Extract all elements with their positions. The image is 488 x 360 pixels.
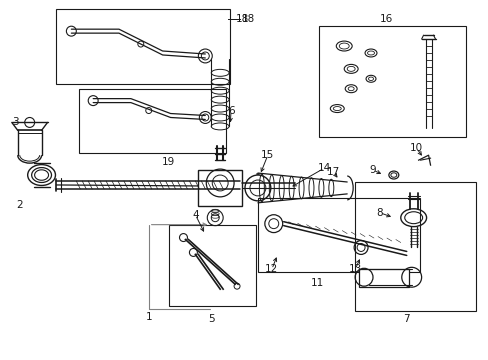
Text: 8: 8 xyxy=(376,208,383,218)
Text: 9: 9 xyxy=(369,165,376,175)
Text: 18: 18 xyxy=(242,14,255,24)
Text: 13: 13 xyxy=(348,264,361,274)
Text: 17: 17 xyxy=(326,167,339,177)
Text: 16: 16 xyxy=(380,14,393,24)
Text: 5: 5 xyxy=(207,314,214,324)
Bar xyxy=(198,170,242,206)
Bar xyxy=(168,225,255,306)
Text: 6: 6 xyxy=(227,105,234,116)
Text: 18: 18 xyxy=(235,14,248,24)
Text: 12: 12 xyxy=(264,264,278,274)
Bar xyxy=(56,9,230,84)
Text: 2: 2 xyxy=(17,200,23,210)
Bar xyxy=(79,89,225,153)
Text: 15: 15 xyxy=(261,150,274,160)
Bar xyxy=(257,198,419,272)
Bar xyxy=(354,182,475,311)
Text: 3: 3 xyxy=(12,117,19,127)
Text: 1: 1 xyxy=(145,312,152,322)
Text: 14: 14 xyxy=(317,163,330,173)
Text: 10: 10 xyxy=(409,143,422,153)
Text: 7: 7 xyxy=(403,314,409,324)
Text: 4: 4 xyxy=(192,210,198,220)
Bar xyxy=(358,269,408,287)
Bar xyxy=(319,26,466,137)
Text: 19: 19 xyxy=(162,157,175,167)
Text: 11: 11 xyxy=(310,278,324,288)
